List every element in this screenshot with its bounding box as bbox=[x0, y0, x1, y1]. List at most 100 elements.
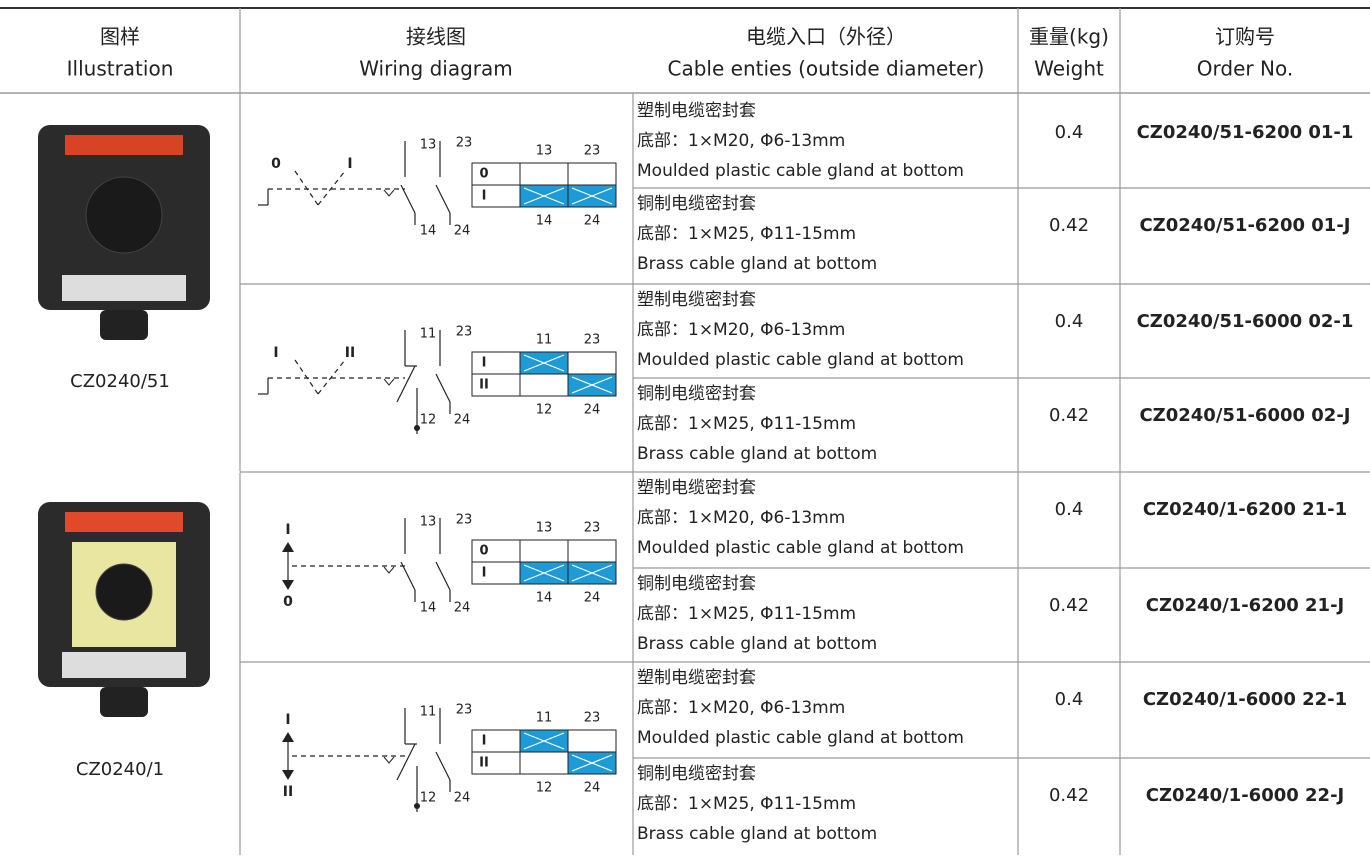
photo-nameplate bbox=[62, 275, 186, 301]
line bbox=[401, 185, 415, 213]
line bbox=[397, 366, 415, 402]
table-top: 13 bbox=[536, 521, 553, 536]
photo-knob bbox=[96, 564, 152, 620]
table-top: 23 bbox=[584, 711, 601, 726]
photo-label bbox=[65, 512, 183, 532]
contact-label: 14 bbox=[420, 224, 437, 239]
cable-text: 铜制电缆密封套 bbox=[637, 194, 756, 214]
table-cell bbox=[520, 540, 568, 562]
line bbox=[401, 562, 415, 590]
photo-knob bbox=[86, 177, 162, 253]
photo-gland bbox=[100, 687, 148, 717]
cable-text: 铜制电缆密封套 bbox=[637, 384, 756, 404]
contact-label: 24 bbox=[454, 413, 471, 428]
table-cell bbox=[568, 163, 616, 185]
table-row-label: 0 bbox=[479, 167, 488, 182]
contact-label: 11 bbox=[420, 705, 437, 720]
line bbox=[318, 360, 345, 394]
photo-gland bbox=[100, 310, 148, 340]
switch-label: I bbox=[273, 345, 278, 361]
header-zh: 订购号 bbox=[1215, 25, 1275, 49]
table-bottom: 14 bbox=[536, 591, 553, 606]
table-bottom: 14 bbox=[536, 214, 553, 229]
table-bottom: 12 bbox=[536, 781, 553, 796]
cable-text: 底部：1×M20, Φ6-13mm bbox=[637, 320, 845, 340]
cable-text: 塑制电缆密封套 bbox=[637, 478, 756, 498]
table-row-label: II bbox=[479, 756, 489, 771]
cable-text: 底部：1×M20, Φ6-13mm bbox=[637, 698, 845, 718]
table-row-label: I bbox=[482, 734, 487, 749]
table-cell bbox=[568, 540, 616, 562]
table-cell bbox=[472, 730, 520, 752]
v-mark bbox=[384, 567, 394, 573]
contact-label: 24 bbox=[454, 791, 471, 806]
line bbox=[318, 171, 345, 205]
table-row-label: I bbox=[482, 189, 487, 204]
contact-label: 12 bbox=[420, 413, 437, 428]
switch-label: I bbox=[285, 522, 290, 538]
cable-text: Brass cable gland at bottom bbox=[637, 444, 877, 464]
contact-label: 24 bbox=[454, 224, 471, 239]
switch-label: 0 bbox=[271, 156, 281, 172]
contact-label: 24 bbox=[454, 601, 471, 616]
contact-label: 13 bbox=[420, 515, 437, 530]
photo-nameplate bbox=[62, 652, 186, 678]
table-row-label: I bbox=[482, 566, 487, 581]
header-en: Weight bbox=[1034, 57, 1104, 81]
line bbox=[436, 752, 450, 780]
cable-text: 底部：1×M20, Φ6-13mm bbox=[637, 508, 845, 528]
order-no: CZ0240/51-6000 02-J bbox=[1139, 405, 1350, 426]
header-zh: 电缆入口（外径） bbox=[746, 25, 906, 49]
line bbox=[436, 374, 450, 402]
header-en: Illustration bbox=[67, 57, 174, 81]
model: CZ0240/1 bbox=[76, 759, 164, 780]
contact-label: 23 bbox=[456, 136, 473, 151]
order-no: CZ0240/51-6200 01-1 bbox=[1137, 122, 1354, 143]
cable-text: Moulded plastic cable gland at bottom bbox=[637, 161, 964, 181]
table-cell bbox=[520, 163, 568, 185]
order-no: CZ0240/1-6200 21-J bbox=[1146, 595, 1345, 616]
line bbox=[397, 744, 415, 780]
cable-text: 底部：1×M25, Φ11-15mm bbox=[637, 414, 856, 434]
cable-text: Moulded plastic cable gland at bottom bbox=[637, 728, 964, 748]
cable-text: 塑制电缆密封套 bbox=[637, 668, 756, 688]
table-row-label: I bbox=[482, 356, 487, 371]
switch-label: 0 bbox=[283, 594, 293, 610]
table-bottom: 24 bbox=[584, 214, 601, 229]
table-cell bbox=[520, 374, 568, 396]
table-cell bbox=[472, 562, 520, 584]
order-no: CZ0240/1-6000 22-1 bbox=[1143, 689, 1347, 710]
contact-label: 23 bbox=[456, 703, 473, 718]
switch-label: II bbox=[345, 345, 355, 361]
table-bottom: 24 bbox=[584, 781, 601, 796]
switch-label: I bbox=[347, 156, 352, 172]
line bbox=[436, 562, 450, 590]
cable-text: 底部：1×M25, Φ11-15mm bbox=[637, 224, 856, 244]
v-mark bbox=[384, 757, 394, 763]
contact-label: 11 bbox=[420, 327, 437, 342]
contact-label: 23 bbox=[456, 513, 473, 528]
table-top: 23 bbox=[584, 521, 601, 536]
switch-label: I bbox=[285, 712, 290, 728]
cable-text: Brass cable gland at bottom bbox=[637, 824, 877, 844]
cable-text: Brass cable gland at bottom bbox=[637, 254, 877, 274]
cable-text: 底部：1×M25, Φ11-15mm bbox=[637, 604, 856, 624]
table-cell bbox=[520, 752, 568, 774]
contact-label: 12 bbox=[420, 791, 437, 806]
weight: 0.4 bbox=[1055, 122, 1084, 143]
table-top: 11 bbox=[536, 333, 553, 348]
weight: 0.4 bbox=[1055, 499, 1084, 520]
line bbox=[436, 185, 450, 213]
table-bottom: 12 bbox=[536, 403, 553, 418]
cable-text: Moulded plastic cable gland at bottom bbox=[637, 538, 964, 558]
header-zh: 重量(kg) bbox=[1029, 25, 1109, 49]
header-en: Order No. bbox=[1197, 57, 1293, 81]
contact-label: 23 bbox=[456, 325, 473, 340]
table-top: 13 bbox=[536, 144, 553, 159]
table-cell bbox=[568, 730, 616, 752]
table-cell bbox=[568, 352, 616, 374]
weight: 0.42 bbox=[1049, 215, 1089, 236]
order-no: CZ0240/51-6000 02-1 bbox=[1137, 311, 1354, 332]
cable-text: 塑制电缆密封套 bbox=[637, 101, 756, 121]
order-no: CZ0240/51-6200 01-J bbox=[1139, 215, 1350, 236]
